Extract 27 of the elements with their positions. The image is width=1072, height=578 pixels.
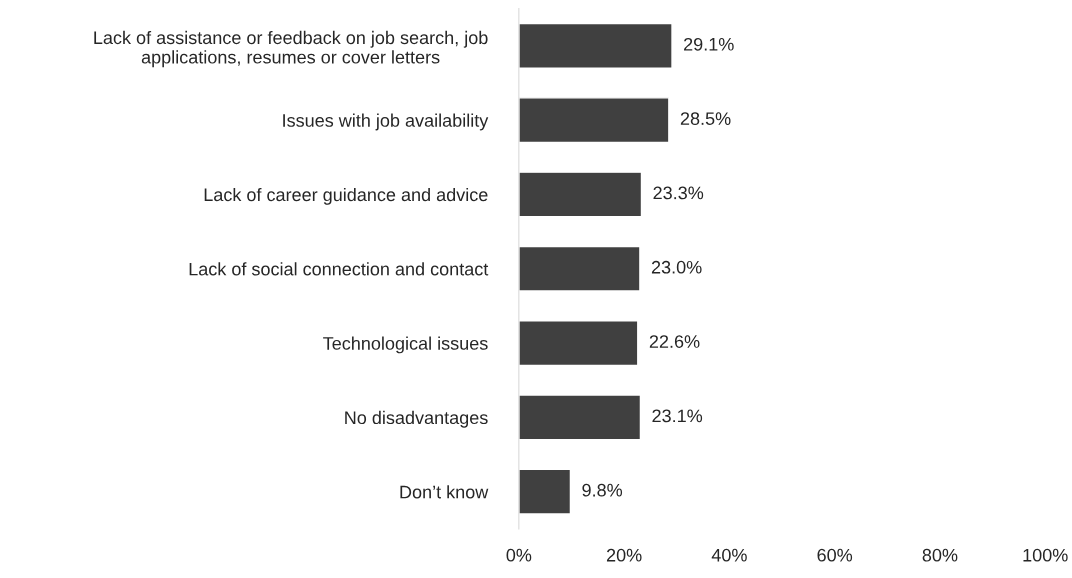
bar: [518, 245, 641, 292]
bar: [518, 320, 639, 367]
y-tick-label: No disadvantages: [345, 410, 488, 428]
bar: [518, 97, 670, 144]
x-tick-label: 20%: [606, 548, 642, 562]
y-tick-label: Issues with job availability: [283, 113, 489, 131]
x-tick-label: 100%: [1023, 548, 1068, 562]
x-tick-label: 0%: [506, 548, 532, 562]
x-tick-label: 80%: [922, 548, 958, 562]
x-tick-label: 60%: [817, 548, 853, 562]
data-label: 9.8%: [582, 483, 623, 497]
data-label: 28.5%: [680, 112, 731, 125]
bar: [518, 22, 673, 69]
y-tick-label: Lack of social connection and contact: [189, 262, 489, 276]
data-label: 29.1%: [684, 37, 734, 51]
bar: [518, 171, 643, 218]
x-tick-label: 40%: [711, 548, 747, 562]
y-tick-label: Don’t know: [400, 485, 489, 499]
data-label: 23.0%: [651, 260, 702, 274]
y-tick-label: Technological issues: [323, 336, 488, 354]
bar: [518, 394, 642, 441]
bar: [518, 468, 572, 515]
y-tick-label: Lack of assistance or feedback on job search, job applications, resumes or cover letters: [94, 30, 488, 68]
y-tick-label: Lack of career guidance and advice: [204, 187, 488, 205]
data-label: 23.1%: [652, 409, 703, 423]
data-label: 22.6%: [649, 335, 700, 348]
data-label: 23.3%: [653, 186, 704, 200]
